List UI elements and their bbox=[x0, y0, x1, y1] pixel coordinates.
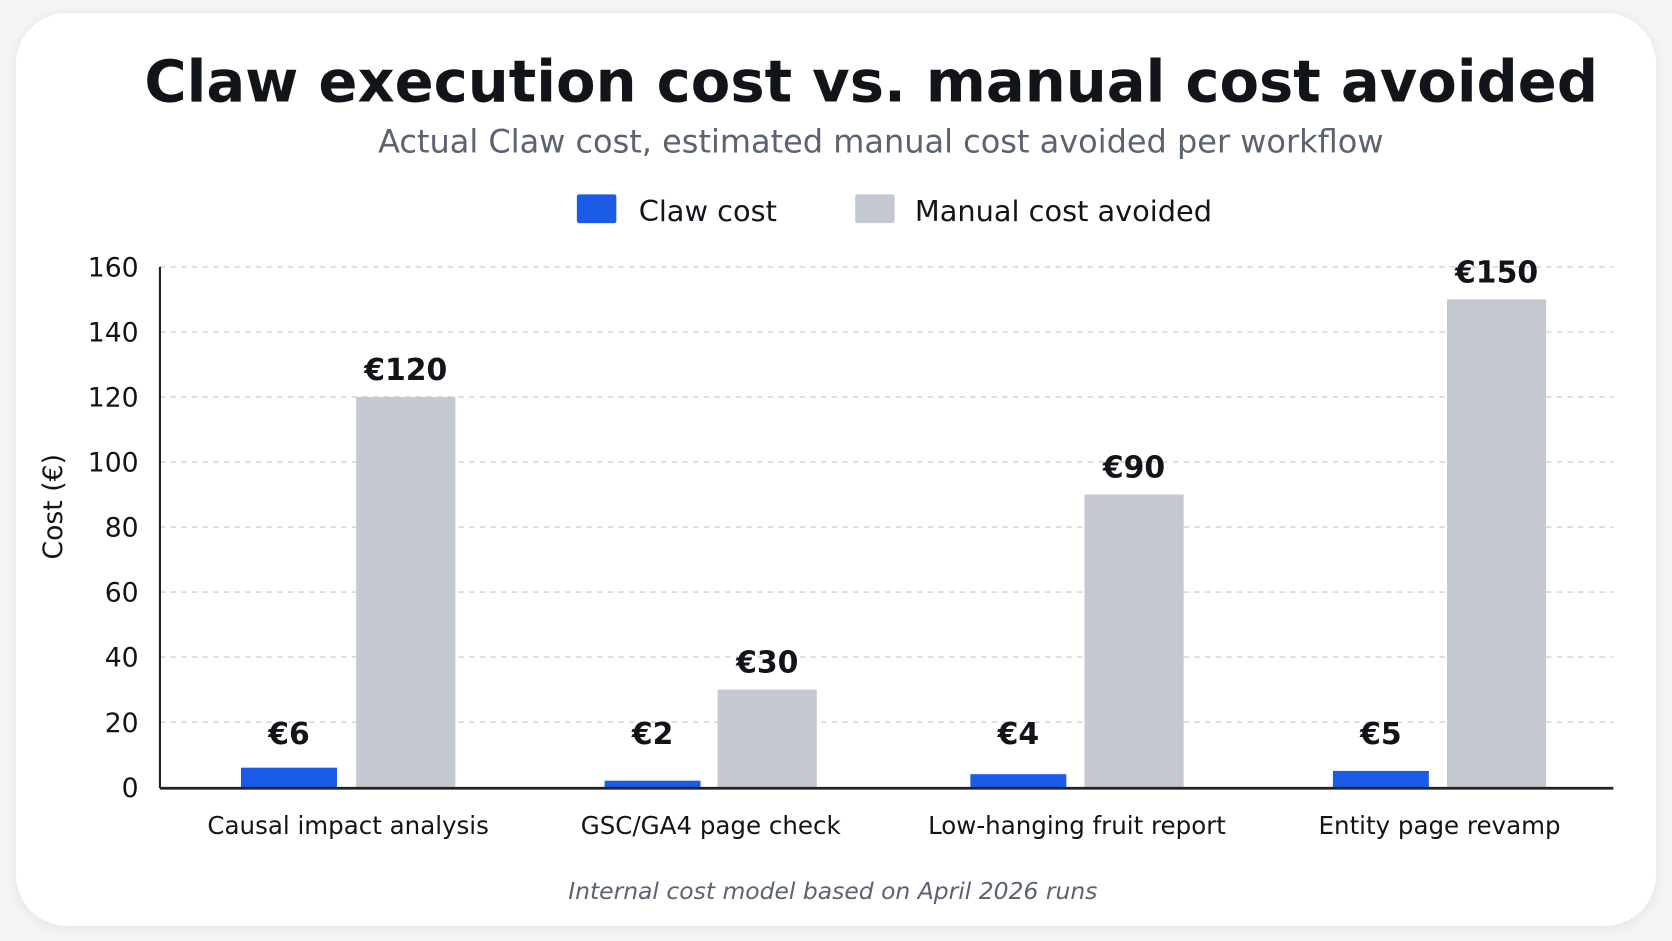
bar-value-label: €4 bbox=[997, 717, 1040, 752]
bar-value-label: €150 bbox=[1454, 255, 1538, 290]
bar-claw-cost bbox=[240, 767, 337, 788]
y-tick-label: 140 bbox=[88, 317, 139, 348]
bar-value-label: €120 bbox=[363, 353, 447, 388]
chart-title: Claw execution cost vs. manual cost avoi… bbox=[144, 49, 1598, 116]
y-axis-ticks: 0 20 40 60 80 100 120 140 160 bbox=[88, 252, 139, 803]
legend: Claw cost Manual cost avoided bbox=[576, 194, 1212, 228]
y-tick-label: 80 bbox=[105, 513, 139, 544]
y-tick-label: 120 bbox=[88, 383, 139, 414]
y-tick-label: 20 bbox=[105, 708, 139, 739]
bars: €6 €120 €2 €30 €4 €90 €5 €150 bbox=[240, 255, 1547, 788]
legend-swatch-claw-cost bbox=[576, 194, 617, 224]
bar-value-label: €30 bbox=[735, 646, 798, 681]
bar-manual-cost bbox=[1084, 494, 1184, 788]
footnote: Internal cost model based on April 2026 … bbox=[568, 877, 1097, 905]
y-tick-label: 100 bbox=[88, 448, 139, 479]
y-tick-label: 160 bbox=[88, 252, 139, 283]
legend-label-manual-cost: Manual cost avoided bbox=[915, 194, 1212, 228]
y-axis-label: Cost (€) bbox=[38, 454, 69, 559]
y-tick-label: 0 bbox=[122, 773, 139, 804]
x-tick-label: Entity page revamp bbox=[1319, 811, 1561, 840]
bar-value-label: €6 bbox=[267, 717, 310, 752]
bar-claw-cost bbox=[970, 774, 1067, 788]
x-axis-labels: Causal impact analysis GSC/GA4 page check… bbox=[207, 811, 1560, 840]
gridlines bbox=[159, 266, 1614, 723]
bar-claw-cost bbox=[1332, 770, 1429, 788]
legend-label-claw-cost: Claw cost bbox=[639, 194, 777, 228]
bar-manual-cost bbox=[717, 689, 817, 788]
bar-manual-cost bbox=[1447, 299, 1547, 788]
bar-value-label: €2 bbox=[631, 717, 674, 752]
chart-subtitle: Actual Claw cost, estimated manual cost … bbox=[378, 123, 1383, 161]
bar-manual-cost bbox=[356, 396, 456, 788]
x-tick-label: Low-hanging fruit report bbox=[928, 811, 1226, 840]
legend-swatch-manual-cost bbox=[855, 194, 895, 224]
bar-claw-cost bbox=[604, 780, 701, 788]
x-tick-label: Causal impact analysis bbox=[207, 811, 489, 840]
x-tick-label: GSC/GA4 page check bbox=[581, 811, 842, 840]
bar-value-label: €5 bbox=[1359, 717, 1402, 752]
y-tick-label: 40 bbox=[105, 643, 139, 674]
bar-value-label: €90 bbox=[1102, 450, 1165, 485]
y-tick-label: 60 bbox=[105, 578, 139, 609]
